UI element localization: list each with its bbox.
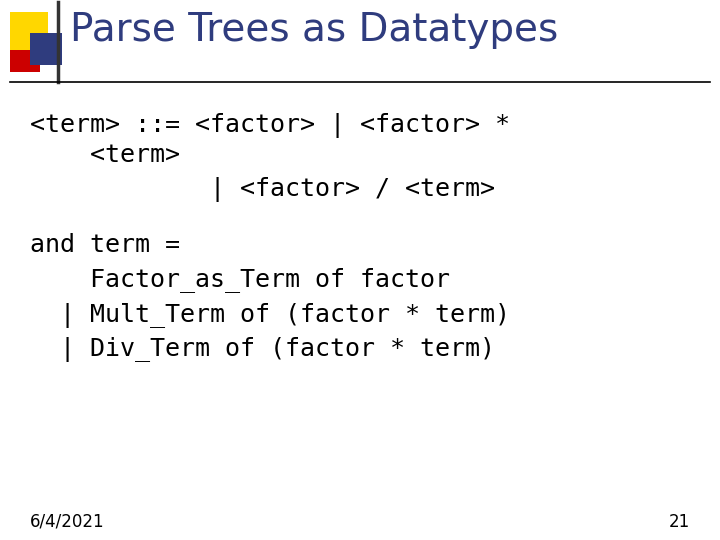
FancyBboxPatch shape — [10, 42, 40, 72]
Text: <term> ::= <factor> | <factor> *: <term> ::= <factor> | <factor> * — [30, 112, 510, 138]
Text: 21: 21 — [669, 513, 690, 531]
Text: <term>: <term> — [30, 143, 180, 167]
Text: Parse Trees as Datatypes: Parse Trees as Datatypes — [70, 11, 558, 49]
Text: 6/4/2021: 6/4/2021 — [30, 513, 104, 531]
Text: Factor_as_Term of factor: Factor_as_Term of factor — [30, 267, 450, 293]
Text: | <factor> / <term>: | <factor> / <term> — [30, 178, 495, 202]
FancyBboxPatch shape — [30, 33, 62, 65]
FancyBboxPatch shape — [10, 12, 48, 50]
Text: and term =: and term = — [30, 233, 180, 257]
Text: | Div_Term of (factor * term): | Div_Term of (factor * term) — [30, 338, 495, 362]
Text: | Mult_Term of (factor * term): | Mult_Term of (factor * term) — [30, 302, 510, 327]
